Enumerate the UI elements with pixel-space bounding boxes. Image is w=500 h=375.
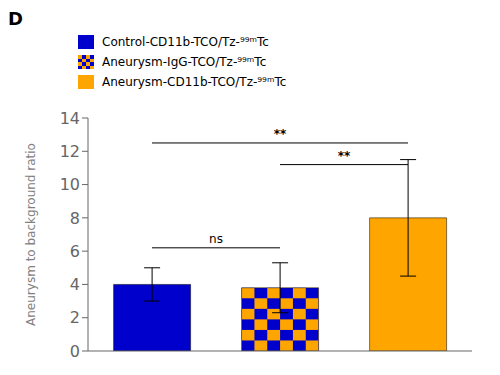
svg-text:12: 12 [60, 142, 80, 161]
svg-text:4: 4 [70, 275, 80, 294]
svg-text:0: 0 [70, 342, 80, 361]
svg-text:8: 8 [70, 209, 80, 228]
svg-text:6: 6 [70, 242, 80, 261]
html-text:Aneurysm-CD11b-TCO/Tz-⁹⁹ᵐTc: Aneurysm-CD11b-TCO/Tz-⁹⁹ᵐTc [102, 75, 287, 89]
html-text:D: D [8, 8, 23, 29]
svg-text:14: 14 [60, 109, 80, 128]
html-text:Aneurysm-IgG-TCO/Tz-⁹⁹ᵐTc: Aneurysm-IgG-TCO/Tz-⁹⁹ᵐTc [102, 55, 267, 69]
svg-text:**: ** [338, 149, 351, 163]
svg-text:Aneurysm to background ratio: Aneurysm to background ratio [24, 143, 38, 326]
svg-text:**: ** [274, 127, 287, 141]
svg-text:ns: ns [209, 232, 223, 246]
svg-text:2: 2 [70, 308, 80, 327]
html-text:Control-CD11b-TCO/Tz-⁹⁹ᵐTc: Control-CD11b-TCO/Tz-⁹⁹ᵐTc [102, 35, 269, 49]
svg-text:10: 10 [60, 175, 80, 194]
